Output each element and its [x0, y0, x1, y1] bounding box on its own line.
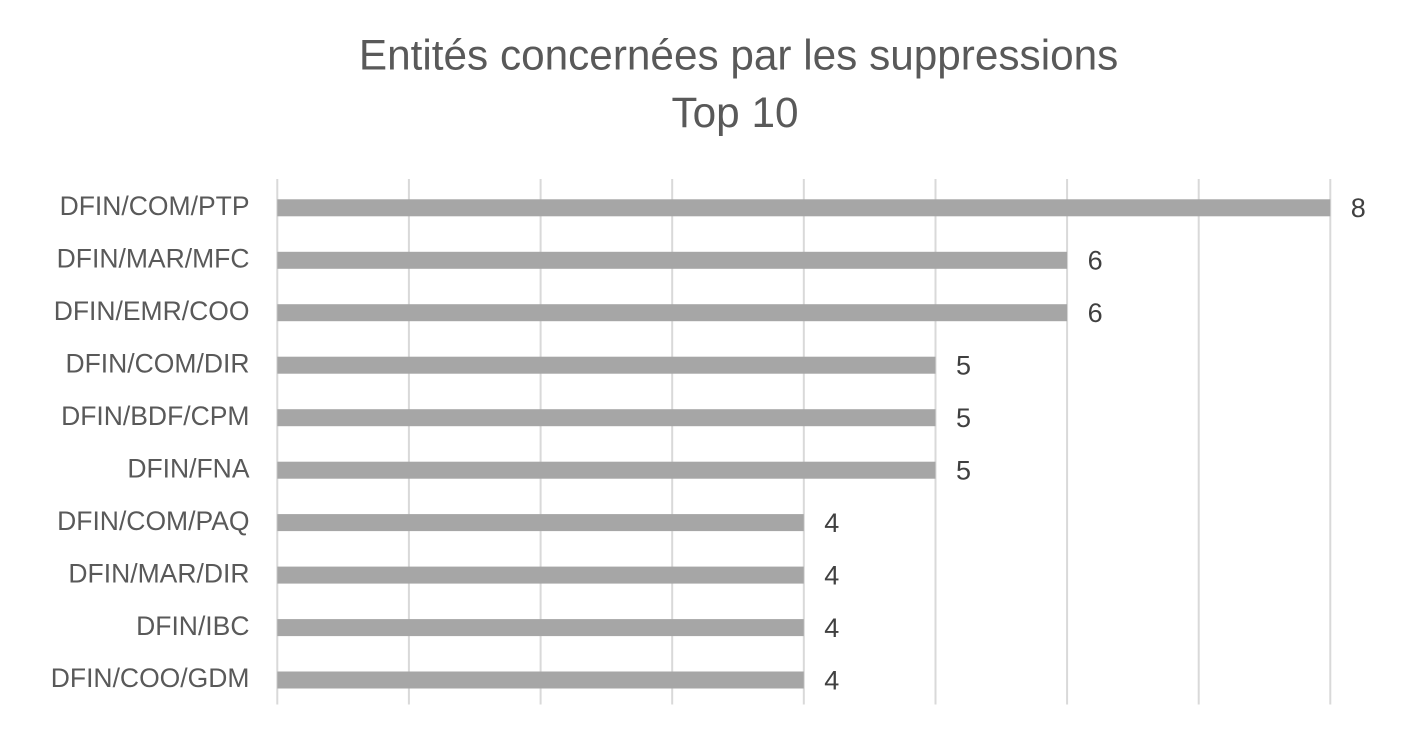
- svg-text:DFIN/EMR/COO: DFIN/EMR/COO: [54, 296, 250, 326]
- svg-text:6: 6: [1088, 246, 1103, 276]
- svg-text:DFIN/COO/GDM: DFIN/COO/GDM: [51, 663, 250, 693]
- svg-text:DFIN/FNA: DFIN/FNA: [127, 453, 250, 483]
- svg-text:DFIN/MAR/MFC: DFIN/MAR/MFC: [57, 244, 250, 274]
- svg-text:Entités concernées par les sup: Entités concernées par les suppressions: [359, 32, 1118, 79]
- svg-text:DFIN/COM/DIR: DFIN/COM/DIR: [65, 348, 249, 378]
- svg-text:8: 8: [1351, 193, 1366, 223]
- svg-text:DFIN/MAR/DIR: DFIN/MAR/DIR: [68, 558, 249, 588]
- svg-text:Top 10: Top 10: [672, 89, 799, 136]
- svg-text:DFIN/BDF/CPM: DFIN/BDF/CPM: [61, 401, 249, 431]
- svg-text:6: 6: [1088, 298, 1103, 328]
- svg-text:DFIN/IBC: DFIN/IBC: [136, 611, 249, 641]
- svg-text:DFIN/COM/PAQ: DFIN/COM/PAQ: [57, 506, 249, 536]
- svg-text:4: 4: [824, 508, 839, 538]
- svg-text:4: 4: [824, 613, 839, 643]
- svg-text:DFIN/COM/PTP: DFIN/COM/PTP: [60, 191, 250, 221]
- svg-text:5: 5: [956, 351, 971, 381]
- svg-text:5: 5: [956, 456, 971, 486]
- svg-text:4: 4: [824, 665, 839, 695]
- svg-text:4: 4: [824, 560, 839, 590]
- svg-text:5: 5: [956, 403, 971, 433]
